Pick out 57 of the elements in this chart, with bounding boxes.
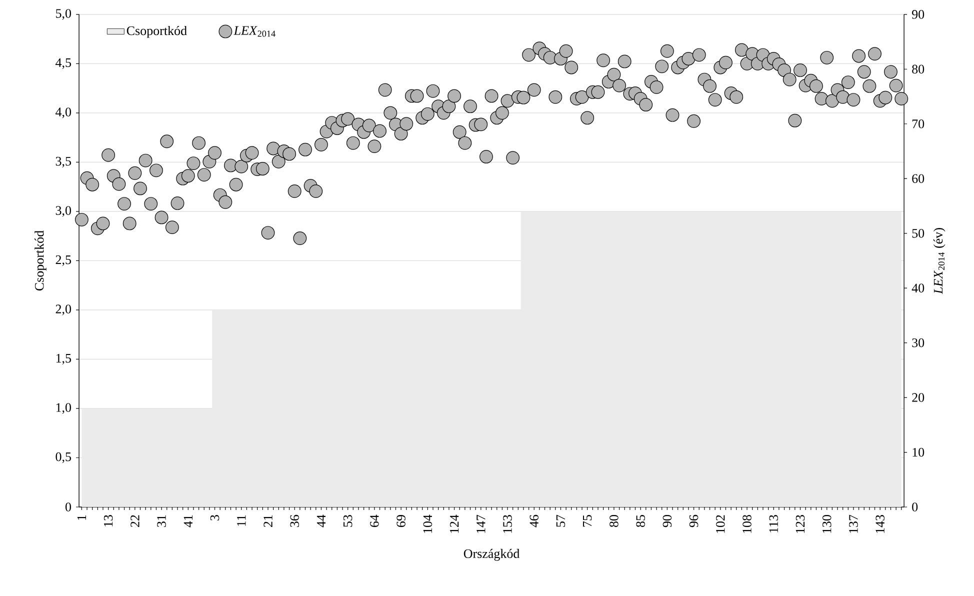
x-tick-label: 113 bbox=[769, 515, 778, 532]
y-tick-label: 1,0 bbox=[56, 403, 72, 414]
x-tick-label: 90 bbox=[662, 515, 672, 528]
x-tick-label: 75 bbox=[583, 515, 592, 527]
y-tick-label: 1,5 bbox=[56, 354, 72, 365]
x-tick-label: 104 bbox=[423, 514, 432, 533]
x-tick-label: 96 bbox=[689, 514, 698, 528]
y-tick-label: 4,5 bbox=[56, 58, 72, 69]
x-tick-label: 124 bbox=[450, 514, 459, 533]
x-tick-label: 108 bbox=[742, 515, 752, 533]
x-tick-label: 11 bbox=[237, 515, 246, 526]
x-tick-label: 13 bbox=[104, 515, 113, 526]
x-tick-label: 53 bbox=[343, 515, 352, 527]
y-tick-label: 2,0 bbox=[56, 304, 72, 316]
legend-label: Csoportkód bbox=[126, 26, 187, 38]
x-tick-label: 69 bbox=[396, 515, 406, 527]
y-axis-title: Csoportkód bbox=[34, 230, 46, 290]
y-tick-label: 5,0 bbox=[56, 9, 72, 20]
y-tick-label: 3,0 bbox=[56, 206, 72, 217]
x-tick-label: 46 bbox=[530, 514, 538, 528]
x-tick-label: 137 bbox=[849, 514, 858, 533]
x-tick-label: 85 bbox=[636, 515, 645, 528]
y2-tick-label: 50 bbox=[912, 228, 924, 238]
x-tick-label: 64 bbox=[370, 514, 379, 527]
x-tick-label: 31 bbox=[157, 515, 166, 527]
x-tick-label: 102 bbox=[716, 515, 725, 533]
legend-label: LEX$_{2014}$ bbox=[234, 26, 276, 37]
x-tick-label: 36 bbox=[290, 514, 299, 527]
x-tick-label: 123 bbox=[796, 515, 805, 533]
x-tick-label: 44 bbox=[316, 514, 326, 528]
x-tick-label: 21 bbox=[264, 515, 272, 527]
x-tick-label: 1 bbox=[77, 515, 86, 520]
x-tick-label: 130 bbox=[822, 515, 832, 533]
x-tick-label: 57 bbox=[556, 514, 566, 527]
y-tick-label: 0 bbox=[66, 502, 72, 512]
y2-tick-label: 70 bbox=[912, 119, 924, 128]
x-tick-label: 147 bbox=[476, 514, 486, 533]
y2-tick-label: 0 bbox=[912, 502, 918, 512]
y-tick-label: 3,5 bbox=[56, 156, 72, 168]
y-tick-label: 4,0 bbox=[56, 108, 72, 118]
y2-tick-label: 20 bbox=[912, 393, 924, 402]
y2-tick-label: 90 bbox=[912, 10, 924, 19]
y2-tick-label: 40 bbox=[912, 284, 924, 292]
y2-tick-label: 60 bbox=[912, 174, 924, 183]
y2-axis-title: LEX$_{2014}$ (év) bbox=[933, 228, 946, 294]
y2-tick-label: 10 bbox=[912, 448, 924, 457]
x-tick-label: 41 bbox=[184, 515, 192, 528]
x-tick-label: 3 bbox=[210, 515, 220, 520]
y2-tick-label: 80 bbox=[912, 64, 924, 74]
x-tick-label: 153 bbox=[503, 515, 512, 533]
y-tick-label: 0,5 bbox=[56, 452, 72, 464]
x-tick-label: 143 bbox=[876, 515, 884, 533]
x-axis-title: Országkód bbox=[464, 548, 520, 561]
x-tick-label: 22 bbox=[130, 515, 140, 527]
y-tick-label: 2,5 bbox=[56, 255, 72, 266]
y2-tick-label: 30 bbox=[912, 338, 924, 348]
x-tick-label: 80 bbox=[610, 515, 618, 528]
